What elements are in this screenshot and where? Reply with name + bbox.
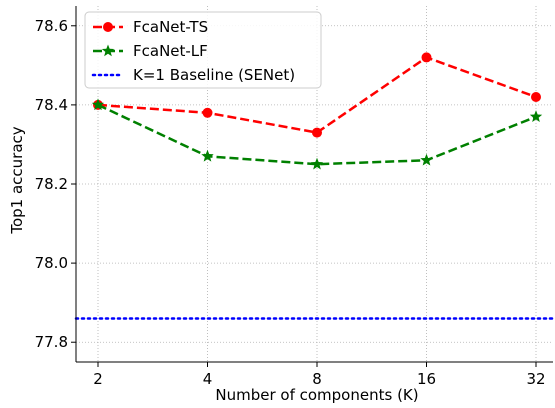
data-point-fcanet-ts — [312, 127, 322, 138]
x-tick-label: 2 — [93, 370, 103, 388]
x-tick-label: 8 — [312, 370, 322, 388]
data-point-fcanet-ts — [531, 91, 541, 102]
y-tick-label: 78.0 — [35, 254, 68, 272]
legend-marker-fcanet-ts — [103, 22, 113, 32]
legend-label-k-1-baseline-senet: K=1 Baseline (SENet) — [133, 66, 295, 84]
data-point-fcanet-ts — [421, 52, 432, 63]
data-point-fcanet-ts — [202, 107, 213, 118]
legend: FcaNet-TS FcaNet-LF K=1 Baseline (SENet) — [84, 11, 322, 89]
legend-label-fcanet-lf: FcaNet-LF — [133, 42, 208, 60]
data-point-fcanet-lf — [529, 110, 543, 123]
legend-frame — [84, 11, 322, 89]
ticks: 2 4 8 16 32 77.8 78.0 78.2 78.4 78.6 — [35, 17, 546, 388]
data-point-fcanet-lf — [420, 153, 433, 166]
y-axis-label: Top1 accuracy — [8, 126, 26, 234]
grid — [76, 6, 553, 362]
data-point-fcanet-lf — [310, 157, 324, 170]
y-tick-label: 78.4 — [35, 96, 68, 114]
y-tick-label: 78.6 — [35, 17, 68, 35]
legend-marker-fcanet-lf — [101, 44, 115, 57]
x-tick-label: 4 — [203, 370, 213, 388]
series-line-fcanet-lf — [97, 103, 537, 166]
legend-label-fcanet-ts: FcaNet-TS — [133, 18, 208, 36]
x-axis-label: Number of components (K) — [215, 386, 418, 404]
y-tick-label: 78.2 — [35, 175, 68, 193]
data-point-fcanet-lf — [201, 149, 214, 162]
y-tick-label: 77.8 — [35, 333, 68, 351]
data-point-fcanet-lf — [91, 98, 105, 111]
x-tick-label: 32 — [526, 370, 545, 388]
x-tick-label: 16 — [417, 370, 436, 388]
series-layer — [91, 52, 543, 170]
